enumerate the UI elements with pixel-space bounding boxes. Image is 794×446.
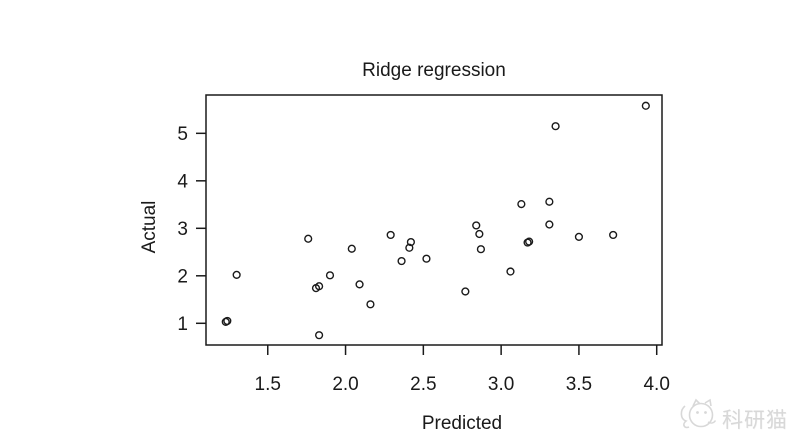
x-axis-label: Predicted (421, 413, 503, 434)
y-axis-label: Actual (139, 200, 160, 254)
data-point (325, 271, 335, 280)
data-point (304, 234, 313, 243)
data-point (355, 280, 364, 289)
data-point (472, 221, 481, 230)
watermark-text: 科研猫 (722, 408, 788, 432)
data-point (315, 331, 324, 340)
data-point (405, 243, 414, 252)
watermark: 科研猫 (677, 396, 788, 441)
y-tick-label: 1 (177, 314, 188, 335)
data-point (422, 254, 431, 263)
data-point (223, 316, 232, 326)
data-point (397, 256, 406, 266)
data-point (574, 232, 584, 241)
data-point (347, 244, 356, 253)
data-point (545, 220, 554, 229)
y-tick-label: 4 (177, 171, 188, 192)
plot-frame (205, 94, 663, 346)
x-tick-label: 3.5 (566, 374, 592, 395)
x-tick-label: 3.0 (488, 374, 514, 395)
data-point (525, 237, 534, 246)
cat-logo-icon (677, 396, 719, 441)
data-point (366, 300, 375, 309)
data-point (406, 237, 415, 247)
data-point (609, 230, 618, 240)
y-tick-label: 3 (177, 219, 188, 240)
data-point (551, 122, 560, 131)
chart-title: Ridge regression (362, 60, 506, 81)
x-tick-label: 4.0 (643, 374, 669, 395)
data-point (506, 267, 515, 276)
data-point (641, 101, 650, 110)
data-point (232, 270, 241, 279)
x-tick-label: 1.5 (255, 374, 281, 395)
data-point (386, 230, 395, 240)
data-point (475, 229, 484, 239)
x-tick-label: 2.5 (410, 374, 436, 395)
data-point (461, 287, 470, 296)
data-point (315, 282, 324, 291)
y-tick-label: 2 (177, 266, 188, 287)
data-point (545, 197, 554, 206)
data-point (476, 245, 486, 254)
data-point (517, 199, 526, 209)
y-tick-label: 5 (177, 124, 188, 145)
x-tick-label: 2.0 (332, 374, 358, 395)
